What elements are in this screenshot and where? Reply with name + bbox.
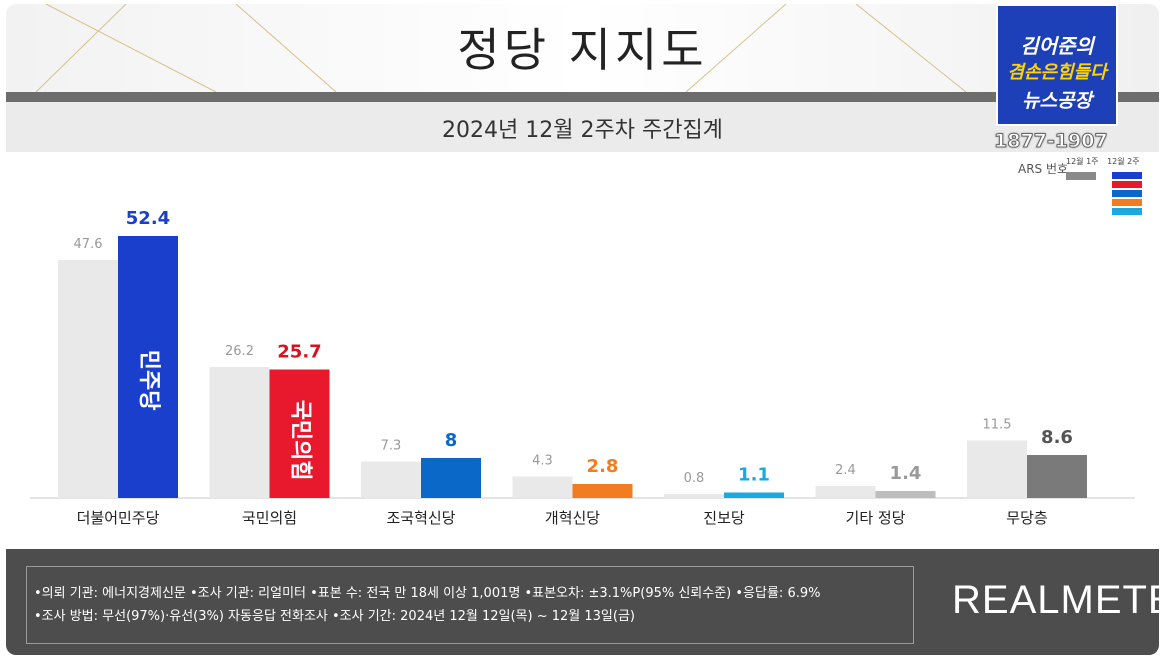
bar-logo-1: 국민의힘 — [288, 400, 313, 481]
program-logo: 김어준의 겸손은힘들다 뉴스공장 — [996, 4, 1118, 126]
ars-label: ARS 번호 — [1018, 162, 1069, 176]
data-label-prev-5: 2.4 — [835, 463, 856, 478]
mini-swatch-cyan — [1112, 208, 1142, 215]
subheader-background — [6, 102, 1159, 152]
data-label-prev-2: 7.3 — [381, 439, 402, 454]
bar-curr-2 — [421, 458, 481, 498]
logo-line3: 뉴스공장 — [1022, 90, 1092, 112]
footer-line1: •의뢰 기관: 에너지경제신문 •조사 기관: 리얼미터 •표본 수: 전국 만… — [34, 586, 821, 601]
mini-swatch-navy — [1112, 190, 1142, 197]
header-bar — [6, 92, 1159, 102]
data-label-curr-0: 52.4 — [126, 208, 170, 229]
bar-prev-5 — [815, 486, 876, 498]
category-label-6: 무당층 — [1006, 509, 1047, 527]
bar-logo-0: 민주당 — [136, 350, 161, 411]
bar-curr-3 — [572, 484, 633, 498]
category-label-4: 진보당 — [703, 509, 745, 527]
category-label-2: 조국혁신당 — [386, 509, 455, 527]
data-label-prev-6: 11.5 — [983, 418, 1012, 433]
bar-curr-5 — [875, 491, 936, 498]
data-label-prev-0: 47.6 — [74, 237, 103, 252]
category-label-3: 개혁신당 — [545, 509, 600, 527]
bar-prev-1 — [209, 367, 270, 498]
mini-swatch-orange — [1112, 199, 1142, 206]
mini-legend: 12월 1주 12월 2주 — [1066, 156, 1140, 167]
data-label-curr-3: 2.8 — [587, 456, 619, 477]
header-decoration — [35, 4, 967, 92]
chart-subtitle: 2024년 12월 2주차 주간집계 — [442, 118, 723, 143]
mini-legend-curr: 12월 2주 — [1107, 157, 1140, 166]
bar-prev-2 — [361, 461, 421, 498]
header-background — [6, 4, 1159, 92]
bar-curr-0 — [118, 236, 178, 498]
bar-curr-6 — [1027, 455, 1087, 498]
data-label-prev-1: 26.2 — [225, 344, 254, 359]
data-label-curr-1: 25.7 — [277, 342, 321, 363]
bar-prev-6 — [967, 440, 1027, 498]
data-label-curr-6: 8.6 — [1041, 427, 1073, 448]
mini-legend-grey-swatch — [1066, 172, 1096, 180]
realmeter-logo: REALMETER — [952, 578, 1165, 622]
data-label-curr-4: 1.1 — [738, 465, 770, 486]
data-label-prev-3: 4.3 — [532, 454, 553, 469]
data-label-curr-5: 1.4 — [890, 463, 922, 484]
mini-legend-color-swatches — [1112, 172, 1142, 217]
logo-line2: 겸손은힘들다 — [1007, 62, 1107, 83]
category-label-5: 기타 정당 — [846, 509, 906, 527]
mini-swatch-blue — [1112, 172, 1142, 179]
category-label-1: 국민의힘 — [242, 509, 297, 527]
data-label-curr-2: 8 — [445, 430, 458, 451]
bar-curr-1 — [269, 369, 330, 498]
mini-swatch-red — [1112, 181, 1142, 188]
logo-line1: 김어준의 — [1020, 34, 1094, 58]
bar-prev-4 — [664, 494, 724, 498]
footer-info-box — [26, 566, 914, 644]
phone-number: 1877-1907 — [994, 130, 1109, 153]
category-label-0: 더불어민주당 — [77, 509, 160, 527]
bar-prev-3 — [512, 476, 573, 498]
chart-title: 정당 지지도 — [457, 23, 708, 77]
mini-legend-prev: 12월 1주 — [1066, 157, 1099, 166]
bar-curr-4 — [724, 492, 784, 498]
chart-frame: 정당 지지도 2024년 12월 2주차 주간집계 — [6, 4, 1159, 655]
bar-prev-0 — [58, 260, 118, 498]
footer-line2: •조사 방법: 무선(97%)·유선(3%) 자동응답 전화조사 •조사 기간:… — [34, 609, 635, 624]
data-label-prev-4: 0.8 — [684, 471, 705, 486]
